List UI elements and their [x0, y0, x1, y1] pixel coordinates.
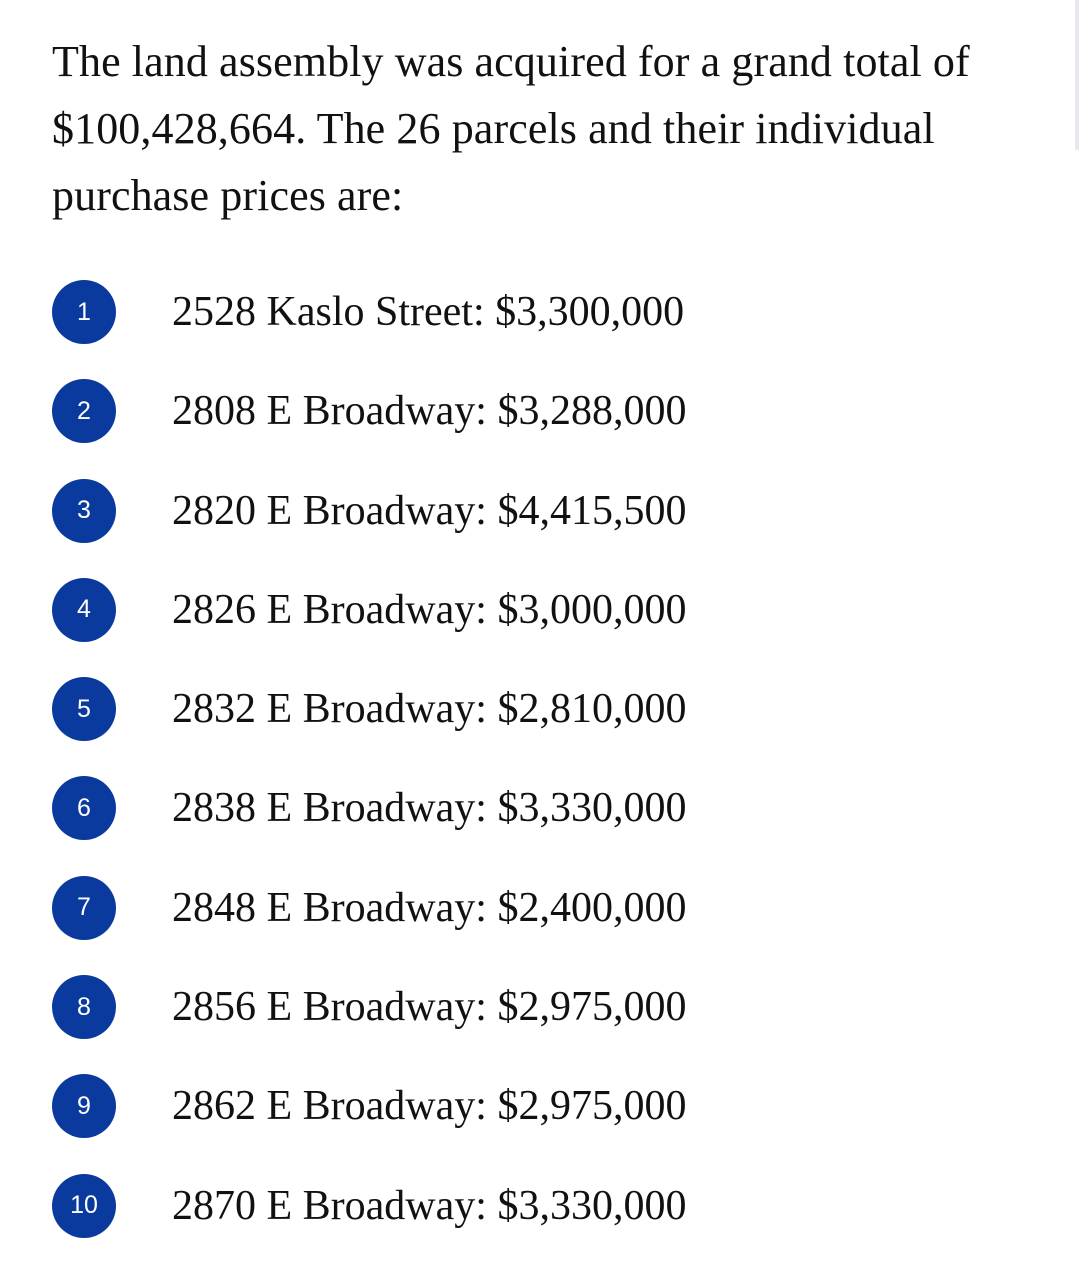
list-item: 6 2838 E Broadway: $3,330,000 [52, 776, 686, 875]
list-item: 10 2870 E Broadway: $3,330,000 [52, 1173, 687, 1273]
list-number-badge: 2 [52, 379, 116, 444]
parcel-entry: 2528 Kaslo Street: $3,300,000 [172, 289, 685, 335]
parcel-entry: 2856 E Broadway: $2,975,000 [172, 984, 687, 1031]
list-item: 9 2862 E Broadway: $2,975,000 [52, 1074, 686, 1173]
parcel-entry: 2838 E Broadway: $3,330,000 [172, 785, 687, 832]
list-number-badge: 9 [52, 1074, 116, 1139]
list-number-badge: 10 [52, 1173, 116, 1238]
article-body: The land assembly was acquired for a gra… [52, 28, 1042, 1238]
list-number-badge: 6 [52, 776, 116, 841]
parcel-entry: 2862 E Broadway: $2,975,000 [172, 1083, 687, 1130]
parcel-entry: 2820 E Broadway: $4,415,500 [172, 487, 687, 534]
list-number-badge: 1 [52, 280, 116, 344]
parcel-entry: 2808 E Broadway: $3,288,000 [172, 388, 687, 435]
parcel-list: 1 2528 Kaslo Street: $3,300,000 2 2808 E… [52, 280, 686, 1273]
list-item: 4 2826 E Broadway: $3,000,000 [52, 577, 687, 677]
list-number-badge: 4 [52, 577, 116, 642]
list-item: 2 2808 E Broadway: $3,288,000 [52, 379, 686, 478]
parcel-entry: 2848 E Broadway: $2,400,000 [172, 884, 687, 931]
list-item: 3 2820 E Broadway: $4,415,500 [52, 478, 687, 578]
scrollbar[interactable] [1075, 0, 1079, 150]
list-item: 5 2832 E Broadway: $2,810,000 [52, 677, 686, 776]
intro-paragraph: The land assembly was acquired for a gra… [52, 37, 970, 220]
list-item: 8 2856 E Broadway: $2,975,000 [52, 975, 686, 1074]
parcel-entry: 2870 E Broadway: $3,330,000 [172, 1182, 687, 1229]
list-number-badge: 8 [52, 975, 116, 1040]
parcel-entry: 2832 E Broadway: $2,810,000 [172, 686, 687, 733]
list-number-badge: 3 [52, 478, 116, 543]
list-item: 1 2528 Kaslo Street: $3,300,000 [52, 280, 686, 379]
list-number-badge: 5 [52, 677, 116, 742]
list-number-badge: 7 [52, 875, 116, 940]
parcel-entry: 2826 E Broadway: $3,000,000 [172, 586, 687, 633]
list-item: 7 2848 E Broadway: $2,400,000 [52, 875, 687, 975]
